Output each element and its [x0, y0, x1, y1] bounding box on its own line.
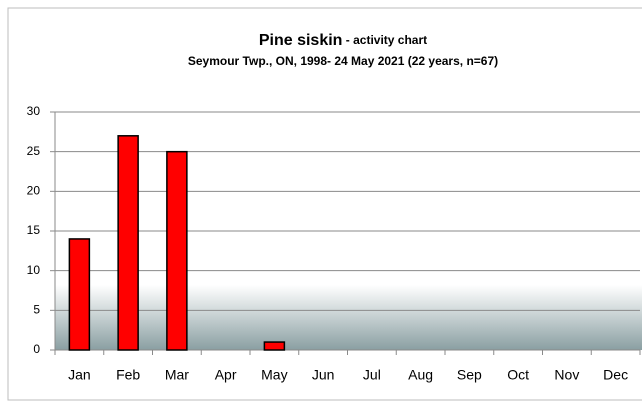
x-tick-label: Sep [457, 367, 482, 383]
x-tick-label: Jan [68, 367, 91, 383]
x-tick-label: Apr [215, 367, 237, 383]
y-tick-label: 5 [33, 303, 40, 317]
y-tick-label: 0 [33, 342, 40, 356]
x-tick-label: Jul [363, 367, 381, 383]
x-tick-label: Dec [603, 367, 628, 383]
title-note: - activity chart [346, 33, 427, 47]
y-tick-label: 25 [27, 144, 41, 158]
x-tick-label: Nov [554, 367, 579, 383]
x-tick-label: Oct [507, 367, 529, 383]
chart-subtitle: Seymour Twp., ON, 1998- 24 May 2021 (22 … [188, 54, 498, 68]
x-tick-label: Jun [312, 367, 335, 383]
bar [117, 135, 139, 351]
y-tick-label: 20 [27, 184, 41, 198]
background-band [55, 285, 642, 350]
y-tick-label: 15 [27, 223, 41, 237]
chart-title: Pine siskin - activity chart [259, 32, 427, 49]
x-tick-label: Aug [408, 367, 433, 383]
y-tick-label: 10 [27, 263, 41, 277]
x-tick-label: Feb [116, 367, 140, 383]
bar [68, 238, 91, 351]
bar [263, 341, 286, 351]
bar [166, 150, 188, 351]
title-main: Pine siskin [259, 32, 343, 49]
x-tick-label: May [261, 367, 287, 383]
y-tick-label: 30 [27, 104, 41, 118]
x-tick-label: Mar [165, 367, 189, 383]
